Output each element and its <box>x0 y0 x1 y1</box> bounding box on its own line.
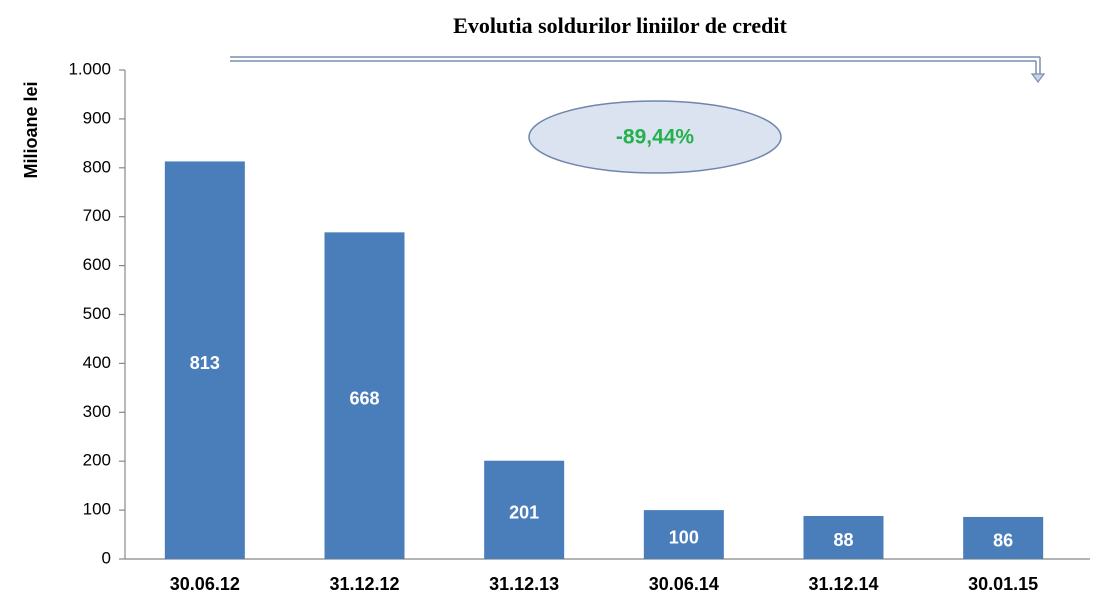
x-tick-label: 31.12.12 <box>329 574 399 594</box>
bar <box>324 232 405 559</box>
x-tick-label: 31.12.13 <box>489 574 559 594</box>
x-tick-label: 30.06.14 <box>649 574 719 594</box>
value-label: 88 <box>833 530 853 550</box>
y-tick-label: 200 <box>83 451 111 470</box>
value-label: 86 <box>993 531 1013 551</box>
y-tick-label: 0 <box>102 548 111 567</box>
y-tick-label: 300 <box>83 402 111 421</box>
y-axis-label: Milioane lei <box>21 81 41 178</box>
y-tick-label: 500 <box>83 304 111 323</box>
annotation-bubble <box>528 100 782 174</box>
y-tick-label: 400 <box>83 353 111 372</box>
y-tick-label: 900 <box>83 108 111 127</box>
y-tick-label: 600 <box>83 255 111 274</box>
value-label: 201 <box>509 503 539 523</box>
annotation: -89,44% <box>616 126 695 149</box>
bar <box>643 510 724 559</box>
chart-title: Evolutia soldurilor liniilor de credit <box>453 13 787 38</box>
x-tick-label: 30.06.12 <box>170 574 240 594</box>
arrow <box>230 56 1046 83</box>
y-tick-label: 1.000 <box>68 59 111 78</box>
y-tick-label: 800 <box>83 157 111 176</box>
y-tick-label: 100 <box>83 500 111 519</box>
bar <box>803 515 884 559</box>
value-label: 668 <box>349 388 379 408</box>
value-label: 813 <box>190 353 220 373</box>
bar <box>963 516 1044 559</box>
bar <box>164 161 245 559</box>
value-label: 100 <box>669 527 699 547</box>
x-tick-label: 31.12.14 <box>808 574 878 594</box>
y-tick-label: 700 <box>83 206 111 225</box>
bar <box>484 460 565 559</box>
x-tick-label: 30.01.15 <box>968 574 1038 594</box>
